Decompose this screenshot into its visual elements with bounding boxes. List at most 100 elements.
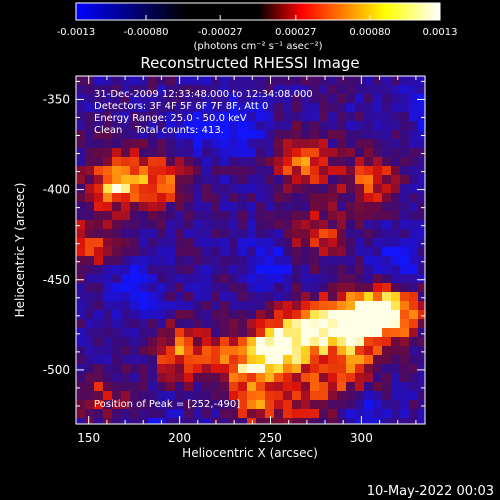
heatmap-cell bbox=[274, 418, 284, 424]
heatmap-cell bbox=[400, 184, 410, 194]
heatmap-cell bbox=[301, 274, 311, 284]
colorbar-tick-label: -0.00027 bbox=[198, 27, 243, 38]
heatmap-cell bbox=[355, 346, 365, 356]
heatmap-cell bbox=[76, 121, 86, 131]
heatmap-cell bbox=[400, 337, 410, 347]
heatmap-cell bbox=[301, 301, 311, 311]
heatmap-cell bbox=[409, 238, 419, 248]
heatmap-cell bbox=[103, 328, 113, 338]
heatmap-cell bbox=[346, 103, 356, 113]
heatmap-cell bbox=[382, 409, 392, 419]
heatmap-cell bbox=[265, 274, 275, 284]
heatmap-cell bbox=[328, 121, 338, 131]
heatmap-cell bbox=[202, 337, 212, 347]
heatmap-cell bbox=[229, 355, 239, 365]
heatmap-cell bbox=[283, 211, 293, 221]
heatmap-cell bbox=[283, 238, 293, 248]
heatmap-cell bbox=[175, 121, 185, 131]
heatmap-cell bbox=[400, 400, 410, 410]
heatmap-cell bbox=[148, 166, 158, 176]
heatmap-cell bbox=[319, 166, 329, 176]
heatmap-cell bbox=[103, 373, 113, 383]
heatmap-cell bbox=[391, 256, 401, 266]
heatmap-cell bbox=[382, 256, 392, 266]
heatmap-cell bbox=[103, 112, 113, 122]
heatmap-cell bbox=[148, 373, 158, 383]
heatmap-cell bbox=[337, 202, 347, 212]
heatmap-cell bbox=[256, 85, 266, 95]
heatmap-cell bbox=[328, 265, 338, 275]
heatmap-cell bbox=[211, 112, 221, 122]
heatmap-cell bbox=[328, 247, 338, 257]
heatmap-cell bbox=[121, 130, 131, 140]
heatmap-cell bbox=[409, 112, 419, 122]
heatmap-cell bbox=[193, 382, 203, 392]
heatmap-cell bbox=[265, 85, 275, 95]
heatmap-cell bbox=[400, 76, 410, 86]
heatmap-cell bbox=[121, 364, 131, 374]
heatmap-cell bbox=[364, 166, 374, 176]
heatmap-cell bbox=[157, 355, 167, 365]
heatmap-cell bbox=[265, 391, 275, 401]
heatmap-cell bbox=[247, 193, 257, 203]
heatmap-cell bbox=[157, 283, 167, 293]
heatmap-cell bbox=[76, 346, 86, 356]
heatmap-cell bbox=[247, 247, 257, 257]
heatmap-cell bbox=[94, 202, 104, 212]
heatmap-cell bbox=[238, 247, 248, 257]
heatmap-cell bbox=[409, 211, 419, 221]
heatmap-cell bbox=[85, 310, 95, 320]
heatmap-cell bbox=[121, 373, 131, 383]
heatmap-cell bbox=[103, 301, 113, 311]
heatmap-cell bbox=[247, 85, 257, 95]
heatmap-cell bbox=[202, 184, 212, 194]
heatmap-cell bbox=[409, 292, 419, 302]
annotation-block: 31-Dec-2009 12:33:48.000 to 12:34:08.000… bbox=[94, 89, 313, 410]
heatmap-cell bbox=[373, 220, 383, 230]
heatmap-cell bbox=[148, 274, 158, 284]
heatmap-cell bbox=[391, 94, 401, 104]
heatmap-cell bbox=[130, 292, 140, 302]
heatmap-cell bbox=[265, 238, 275, 248]
heatmap-cell bbox=[220, 211, 230, 221]
heatmap-cell bbox=[85, 130, 95, 140]
heatmap-cell bbox=[238, 211, 248, 221]
heatmap-cell bbox=[193, 247, 203, 257]
heatmap-cell bbox=[265, 337, 275, 347]
heatmap-cell bbox=[220, 157, 230, 167]
heatmap-cell bbox=[364, 202, 374, 212]
heatmap-cell bbox=[76, 400, 86, 410]
heatmap-cell bbox=[283, 337, 293, 347]
heatmap-cell bbox=[301, 148, 311, 158]
heatmap-cell bbox=[184, 418, 194, 424]
heatmap-cell bbox=[283, 76, 293, 86]
heatmap-cell bbox=[310, 364, 320, 374]
heatmap-cell bbox=[418, 193, 425, 203]
heatmap-cell bbox=[292, 202, 302, 212]
heatmap-cell bbox=[112, 112, 122, 122]
heatmap-cell bbox=[355, 256, 365, 266]
heatmap-cell bbox=[202, 292, 212, 302]
heatmap-cell bbox=[220, 301, 230, 311]
heatmap-cell bbox=[148, 265, 158, 275]
heatmap-cell bbox=[148, 409, 158, 419]
heatmap-cell bbox=[274, 265, 284, 275]
heatmap-cell bbox=[256, 247, 266, 257]
heatmap-cell bbox=[121, 202, 131, 212]
heatmap-cell bbox=[220, 364, 230, 374]
heatmap-cell bbox=[76, 94, 86, 104]
heatmap-cell bbox=[175, 85, 185, 95]
heatmap-cell bbox=[193, 364, 203, 374]
heatmap-cell bbox=[175, 211, 185, 221]
heatmap-cell bbox=[94, 409, 104, 419]
heatmap-cell bbox=[139, 283, 149, 293]
heatmap-cell bbox=[364, 274, 374, 284]
heatmap-cell bbox=[400, 112, 410, 122]
heatmap-cell bbox=[130, 373, 140, 383]
heatmap-cell bbox=[274, 238, 284, 248]
heatmap-cell bbox=[85, 157, 95, 167]
heatmap-cell bbox=[373, 130, 383, 140]
heatmap-cell bbox=[184, 157, 194, 167]
heatmap-cell bbox=[346, 274, 356, 284]
heatmap-cell bbox=[364, 328, 374, 338]
